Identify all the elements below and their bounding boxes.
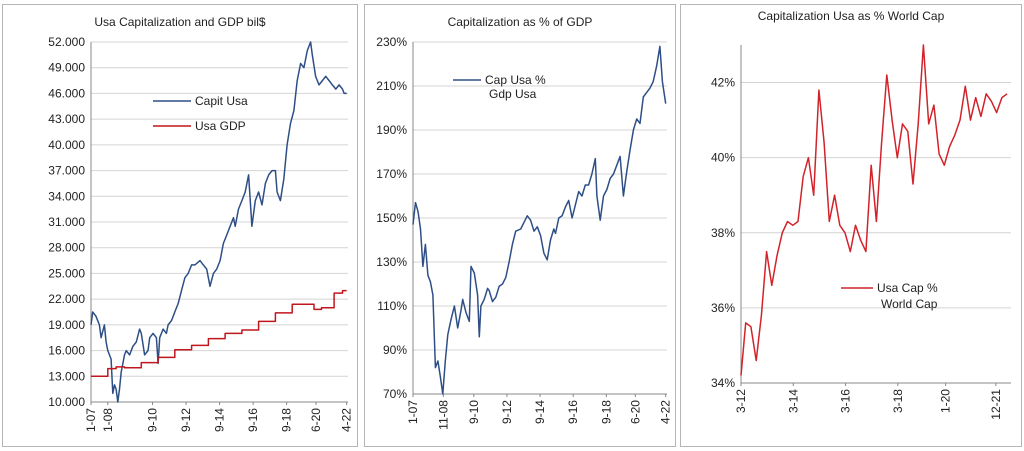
y-tick-label: 16.000 bbox=[48, 344, 85, 358]
y-tick-label: 43.000 bbox=[48, 112, 85, 126]
y-tick-label: 49.000 bbox=[48, 61, 85, 75]
x-tick-label: 1-07 bbox=[406, 400, 420, 424]
legend-label: Cap Usa % Gdp Usa bbox=[485, 73, 546, 101]
x-tick-label: 9-16 bbox=[566, 400, 580, 424]
y-tick-label: 19.000 bbox=[48, 318, 85, 332]
y-tick-label: 210% bbox=[376, 79, 407, 93]
x-tick-label: 3-16 bbox=[839, 389, 853, 413]
y-tick-label: 31.000 bbox=[48, 215, 85, 229]
y-tick-label: 37.000 bbox=[48, 164, 85, 178]
y-tick-label: 190% bbox=[376, 123, 407, 137]
x-tick-label: 6-20 bbox=[309, 408, 323, 432]
x-tick-label: 4-22 bbox=[659, 400, 673, 424]
x-tick-label: 3-18 bbox=[891, 389, 905, 413]
y-tick-label: 40.000 bbox=[48, 138, 85, 152]
y-tick-label: 70% bbox=[383, 387, 407, 401]
series-line-1 bbox=[91, 289, 347, 378]
chart-plot-cap-percent-gdp: 230% 210% 190% 170% 150% 130% 110% 90% 70%1-07 11… bbox=[376, 35, 673, 430]
x-tick-label: 9-16 bbox=[246, 408, 260, 432]
x-tick-label: 9-10 bbox=[146, 408, 160, 432]
chart-panel-capitalization-gdp: Usa Capitalization and GDP bil$ 52.000 49… bbox=[2, 4, 358, 447]
y-tick-label: 110% bbox=[377, 299, 407, 313]
y-tick-label: 40% bbox=[711, 151, 735, 165]
chart-title: Capitalization Usa as % World Cap bbox=[757, 9, 945, 23]
chart-plot-capitalization-gdp: 52.000 49.000 46.000 43.000 40.000 37.000 34.0… bbox=[48, 35, 354, 432]
x-tick-label: 1-08 bbox=[101, 408, 115, 432]
y-tick-label: 130% bbox=[376, 255, 407, 269]
series-line-0 bbox=[740, 44, 1008, 376]
chart-title: Usa Capitalization and GDP bil$ bbox=[94, 15, 266, 29]
y-tick-label: 46.000 bbox=[48, 86, 85, 100]
x-tick-label: 4-22 bbox=[340, 408, 354, 432]
x-tick-label: 3-12 bbox=[734, 389, 748, 413]
x-tick-label: 9-10 bbox=[467, 400, 481, 424]
series-line-0 bbox=[412, 45, 667, 395]
y-tick-label: 10.000 bbox=[48, 395, 85, 409]
legend-label: Capit Usa bbox=[195, 94, 248, 108]
chart-title: Capitalization as % of GDP bbox=[447, 15, 593, 29]
x-tick-label: 11-08 bbox=[436, 400, 450, 430]
x-tick-label: 3-14 bbox=[786, 389, 800, 413]
x-tick-label: 9-12 bbox=[500, 400, 514, 424]
y-tick-label: 36% bbox=[711, 301, 735, 315]
y-tick-label: 34.000 bbox=[48, 189, 85, 203]
x-tick-label: 1-20 bbox=[939, 389, 953, 413]
legend-label: Usa Cap % World Cap bbox=[877, 281, 938, 311]
chart-plot-cap-percent-world: 42% 40% 38% 36% 34%3-12 3-14 3-16 3-18 1-20 12-21… bbox=[711, 44, 1011, 420]
y-tick-label: 42% bbox=[711, 76, 735, 90]
y-tick-label: 170% bbox=[376, 167, 407, 181]
y-tick-label: 34% bbox=[711, 376, 735, 390]
x-tick-label: 9-14 bbox=[213, 408, 227, 432]
x-tick-label: 6-20 bbox=[628, 400, 642, 424]
y-tick-label: 230% bbox=[376, 35, 407, 49]
legend-label: Usa GDP bbox=[195, 119, 246, 133]
chart-panel-cap-percent-world: Capitalization Usa as % World Cap 42% 40%… bbox=[680, 4, 1022, 447]
series-line-0 bbox=[90, 41, 347, 403]
y-tick-label: 52.000 bbox=[48, 35, 85, 49]
y-tick-label: 28.000 bbox=[48, 241, 85, 255]
chart-panel-cap-percent-gdp: Capitalization as % of GDP 230% 210% 190% 1… bbox=[364, 4, 676, 447]
y-tick-label: 150% bbox=[376, 211, 407, 225]
x-tick-label: 9-18 bbox=[280, 408, 294, 432]
y-tick-label: 90% bbox=[383, 343, 407, 357]
y-tick-label: 25.000 bbox=[48, 266, 85, 280]
y-tick-label: 22.000 bbox=[48, 292, 85, 306]
x-tick-label: 9-14 bbox=[533, 400, 547, 424]
x-tick-label: 1-07 bbox=[84, 408, 98, 432]
y-tick-label: 38% bbox=[711, 226, 735, 240]
x-tick-label: 12-21 bbox=[989, 389, 1003, 420]
x-tick-label: 9-12 bbox=[179, 408, 193, 432]
y-tick-label: 13.000 bbox=[48, 369, 85, 383]
x-tick-label: 9-18 bbox=[599, 400, 613, 424]
